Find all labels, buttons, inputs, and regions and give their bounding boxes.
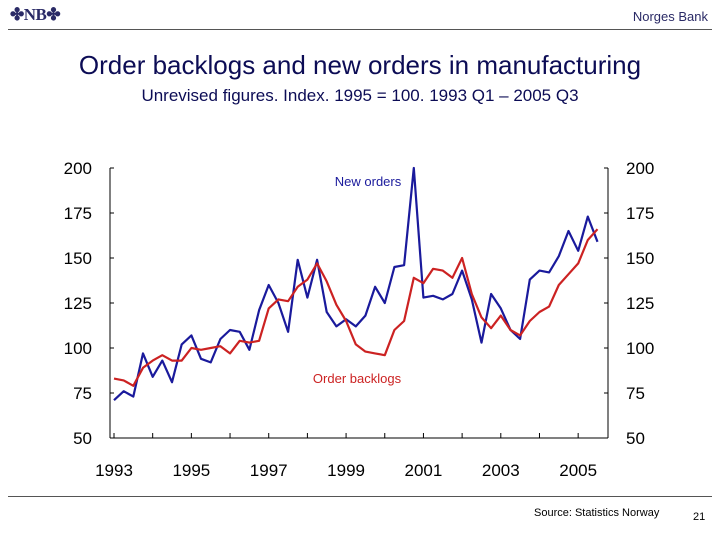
y-tick-label-right: 200	[626, 159, 654, 178]
y-tick-label-left: 50	[73, 429, 92, 448]
x-tick-label: 1997	[250, 461, 288, 480]
series-label: New orders	[335, 174, 402, 189]
footer-divider	[8, 496, 712, 497]
page-number: 21	[693, 511, 706, 523]
y-tick-label-left: 100	[64, 339, 92, 358]
bank-name: Norges Bank	[632, 9, 708, 24]
x-tick-label: 2003	[482, 461, 520, 480]
x-tick-label: 1995	[172, 461, 210, 480]
series-line-new-orders	[113, 166, 599, 402]
header-divider	[8, 29, 712, 30]
y-tick-label-right: 75	[626, 384, 645, 403]
y-tick-label-left: 200	[64, 159, 92, 178]
slide-subtitle: Unrevised figures. Index. 1995 = 100. 19…	[141, 86, 579, 105]
y-tick-label-right: 50	[626, 429, 645, 448]
y-tick-label-left: 125	[64, 294, 92, 313]
series-line-order-backlogs	[113, 228, 599, 387]
source-note: Source: Statistics Norway	[534, 507, 660, 519]
y-tick-label-left: 150	[64, 249, 92, 268]
series-label: Order backlogs	[313, 371, 402, 386]
x-tick-label: 2005	[559, 461, 597, 480]
x-tick-label: 1993	[95, 461, 133, 480]
y-tick-label-right: 150	[626, 249, 654, 268]
x-tick-label: 1999	[327, 461, 365, 480]
y-tick-label-right: 125	[626, 294, 654, 313]
y-tick-label-right: 100	[626, 339, 654, 358]
y-tick-label-left: 75	[73, 384, 92, 403]
x-tick-label: 2001	[405, 461, 443, 480]
slide-title: Order backlogs and new orders in manufac…	[78, 50, 642, 80]
y-tick-label-right: 175	[626, 204, 654, 223]
norges-bank-logo: ✤NB✤	[10, 5, 61, 24]
y-tick-label-left: 175	[64, 204, 92, 223]
